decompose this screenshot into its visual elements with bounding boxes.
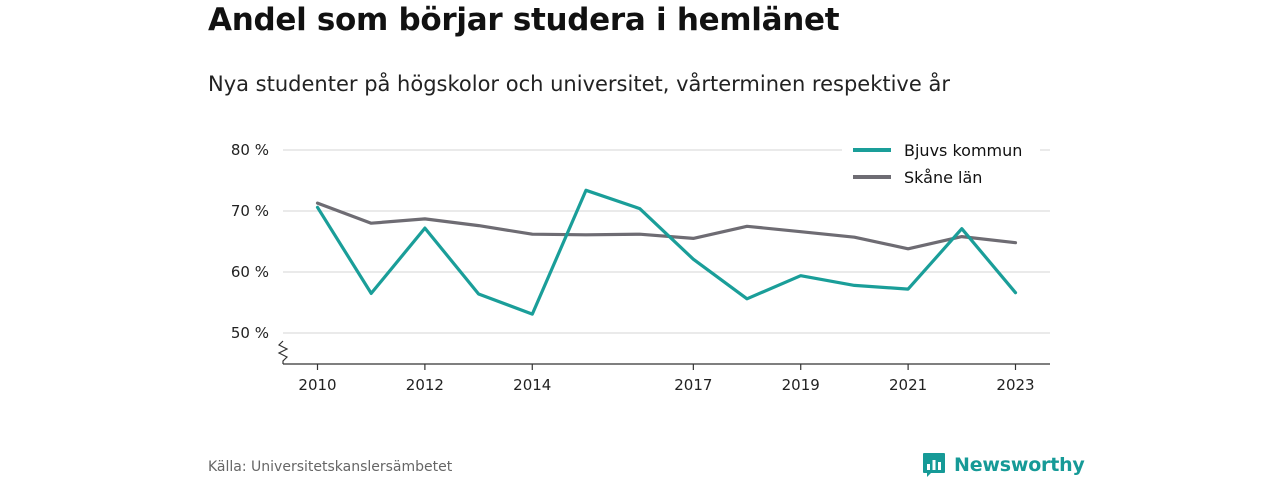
legend-background xyxy=(842,136,1040,192)
brand-logo: Newsworthy xyxy=(922,450,1085,480)
x-tick-label: 2019 xyxy=(782,376,820,394)
legend-label: Skåne län xyxy=(904,168,982,187)
legend-label: Bjuvs kommun xyxy=(904,141,1022,160)
axis-break-icon xyxy=(277,340,289,364)
x-tick-label: 2012 xyxy=(406,376,444,394)
bar-chart-speech-bubble-icon xyxy=(923,453,945,477)
legend: Bjuvs kommun Skåne län xyxy=(842,136,1040,192)
y-tick-label: 80 % xyxy=(231,141,269,159)
x-axis xyxy=(277,340,1050,370)
series-lines xyxy=(315,188,1018,316)
x-tick-label: 2017 xyxy=(674,376,712,394)
y-tick-label: 70 % xyxy=(231,202,269,220)
series-line-bjuvs-kommun xyxy=(315,188,1018,316)
chart-subtitle: Nya studenter på högskolor och universit… xyxy=(208,72,950,96)
x-tick-label: 2014 xyxy=(513,376,551,394)
y-axis-tick-labels: 50 % 60 % 70 % 80 % xyxy=(231,141,269,342)
chart-title: Andel som börjar studera i hemlänet xyxy=(208,2,840,38)
x-tick-label: 2021 xyxy=(889,376,927,394)
series-line-sk-ne-l-n xyxy=(315,201,1018,251)
y-tick-label: 50 % xyxy=(231,324,269,342)
source-note: Källa: Universitetskanslersämbetet xyxy=(208,459,453,475)
x-tick-label: 2023 xyxy=(996,376,1034,394)
y-tick-label: 60 % xyxy=(231,263,269,281)
brand-name: Newsworthy xyxy=(954,454,1085,476)
x-tick-label: 2010 xyxy=(298,376,336,394)
x-axis-tick-labels: 2010 2012 2014 2017 2019 2021 2023 xyxy=(298,376,1034,394)
